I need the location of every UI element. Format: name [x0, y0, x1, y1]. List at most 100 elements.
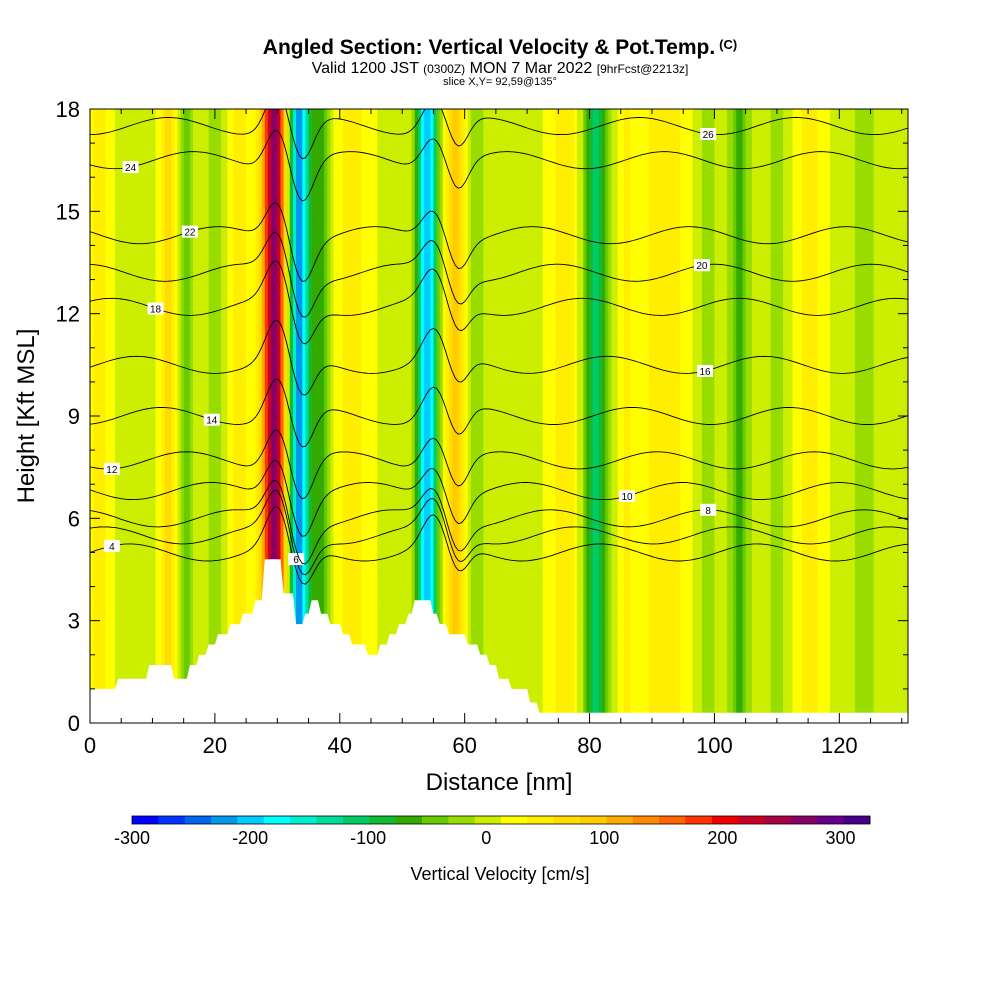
- velocity-cell: [164, 433, 169, 451]
- velocity-cell: [196, 398, 200, 417]
- velocity-cell: [261, 501, 266, 519]
- velocity-cell: [102, 501, 107, 519]
- velocity-cell: [854, 620, 859, 639]
- velocity-cell: [539, 586, 544, 605]
- velocity-cell: [277, 398, 282, 417]
- velocity-cell: [883, 535, 887, 554]
- velocity-cell: [118, 450, 122, 468]
- velocity-cell: [854, 518, 859, 536]
- velocity-cell: [321, 552, 325, 571]
- velocity-cell: [552, 671, 556, 690]
- velocity-cell: [499, 569, 503, 588]
- velocity-cell: [895, 637, 900, 656]
- velocity-cell: [661, 501, 666, 519]
- velocity-cell: [121, 637, 125, 656]
- velocity-cell: [783, 569, 787, 588]
- velocity-cell: [289, 484, 294, 502]
- velocity-cell: [833, 501, 837, 519]
- velocity-cell: [402, 569, 406, 588]
- velocity-cell: [789, 552, 794, 571]
- velocity-cell: [461, 586, 466, 605]
- velocity-cell: [408, 467, 413, 485]
- velocity-cell: [308, 535, 313, 554]
- velocity-cell: [158, 552, 163, 571]
- velocity-cell: [155, 450, 160, 468]
- velocity-cell: [773, 603, 778, 622]
- velocity-cell: [895, 416, 900, 434]
- velocity-cell: [239, 586, 244, 605]
- velocity-cell: [439, 501, 444, 519]
- velocity-cell: [689, 433, 694, 451]
- velocity-cell: [143, 620, 147, 639]
- velocity-cell: [564, 603, 569, 622]
- velocity-cell: [90, 637, 94, 656]
- velocity-cell: [858, 688, 862, 707]
- velocity-cell: [742, 467, 747, 485]
- velocity-cell: [402, 433, 406, 451]
- velocity-cell: [302, 484, 307, 502]
- velocity-cell: [879, 484, 884, 502]
- velocity-cell: [193, 569, 197, 588]
- velocity-cell: [555, 654, 559, 673]
- velocity-cell: [748, 688, 753, 707]
- velocity-cell: [121, 518, 125, 536]
- velocity-cell: [502, 569, 506, 588]
- velocity-cell: [180, 484, 185, 502]
- velocity-cell: [177, 603, 182, 622]
- velocity-cell: [648, 637, 653, 656]
- velocity-cell: [786, 535, 790, 554]
- velocity-cell: [648, 450, 653, 468]
- velocity-cell: [399, 450, 403, 468]
- velocity-cell: [430, 569, 435, 588]
- velocity-cell: [898, 433, 903, 451]
- velocity-cell: [505, 416, 509, 434]
- velocity-cell: [121, 603, 125, 622]
- velocity-cell: [648, 467, 653, 485]
- velocity-cell: [355, 398, 360, 417]
- velocity-cell: [845, 552, 850, 571]
- velocity-cell: [895, 654, 900, 673]
- velocity-cell: [196, 518, 200, 536]
- velocity-cell: [873, 416, 878, 434]
- velocity-cell: [889, 467, 893, 485]
- velocity-cell: [408, 569, 413, 588]
- velocity-cell: [383, 484, 388, 502]
- velocity-cell: [196, 450, 200, 468]
- velocity-cell: [314, 467, 319, 485]
- velocity-cell: [605, 398, 609, 417]
- velocity-cell: [183, 518, 188, 536]
- velocity-cell: [723, 450, 728, 468]
- velocity-cell: [611, 535, 616, 554]
- velocity-cell: [333, 467, 338, 485]
- velocity-cell: [108, 450, 113, 468]
- velocity-cell: [339, 433, 344, 451]
- velocity-cell: [720, 586, 725, 605]
- velocity-cell: [798, 416, 803, 434]
- velocity-cell: [558, 603, 563, 622]
- velocity-cell: [317, 398, 322, 417]
- velocity-cell: [211, 398, 216, 417]
- velocity-cell: [342, 484, 347, 502]
- velocity-cell: [717, 416, 722, 434]
- velocity-cell: [589, 620, 594, 639]
- velocity-cell: [789, 535, 794, 554]
- velocity-cell: [708, 586, 712, 605]
- velocity-cell: [879, 552, 884, 571]
- velocity-cell: [189, 484, 194, 502]
- velocity-cell: [249, 398, 253, 417]
- velocity-cell: [851, 688, 856, 707]
- velocity-cell: [199, 535, 203, 554]
- velocity-cell: [183, 501, 188, 519]
- velocity-cell: [901, 637, 906, 656]
- velocity-cell: [530, 569, 534, 588]
- velocity-cell: [848, 671, 853, 690]
- velocity-cell: [592, 450, 597, 468]
- velocity-cell: [851, 450, 856, 468]
- velocity-cell: [108, 586, 113, 605]
- velocity-cell: [414, 535, 419, 554]
- velocity-cell: [873, 535, 878, 554]
- velocity-cell: [645, 484, 650, 502]
- velocity-cell: [193, 637, 197, 656]
- velocity-cell: [383, 398, 388, 417]
- velocity-cell: [302, 535, 307, 554]
